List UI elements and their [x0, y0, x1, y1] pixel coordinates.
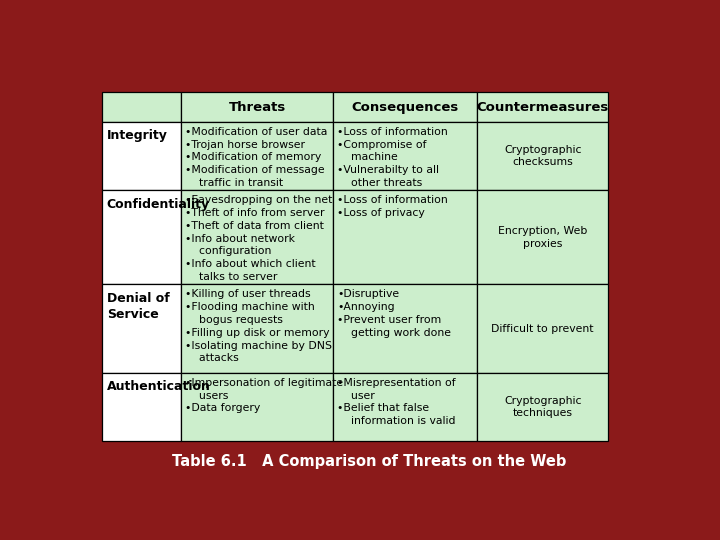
Text: Integrity: Integrity — [107, 130, 168, 143]
Bar — [102, 373, 181, 441]
Text: •Disruptive
•Annoying
•Prevent user from
    getting work done: •Disruptive •Annoying •Prevent user from… — [337, 289, 451, 338]
Text: Countermeasures: Countermeasures — [477, 100, 609, 113]
Bar — [181, 92, 333, 122]
Text: Cryptographic
techniques: Cryptographic techniques — [504, 396, 581, 418]
Text: •Loss of information
•Compromise of
    machine
•Vulnerabilty to all
    other t: •Loss of information •Compromise of mach… — [337, 127, 448, 188]
Text: •Modification of user data
•Trojan horse browser
•Modification of memory
•Modifi: •Modification of user data •Trojan horse… — [185, 127, 328, 188]
Bar — [181, 190, 333, 285]
Text: •Loss of information
•Loss of privacy: •Loss of information •Loss of privacy — [337, 195, 448, 218]
Text: •Misrepresentation of
    user
•Belief that false
    information is valid: •Misrepresentation of user •Belief that … — [337, 378, 456, 426]
Bar — [102, 92, 181, 122]
Text: Denial of
Service: Denial of Service — [107, 292, 169, 321]
Text: Consequences: Consequences — [351, 100, 459, 113]
Bar — [333, 190, 477, 285]
Bar — [477, 122, 608, 190]
Bar — [477, 92, 608, 122]
Bar — [181, 285, 333, 373]
Text: •Eavesdropping on the net
•Theft of info from server
•Theft of data from client
: •Eavesdropping on the net •Theft of info… — [185, 195, 333, 282]
Bar — [477, 373, 608, 441]
Text: Threats: Threats — [229, 100, 286, 113]
Text: Difficult to prevent: Difficult to prevent — [491, 323, 594, 334]
Bar — [477, 285, 608, 373]
Text: Encryption, Web
proxies: Encryption, Web proxies — [498, 226, 588, 248]
Bar — [102, 122, 181, 190]
Text: Confidentiality: Confidentiality — [107, 198, 210, 211]
Text: Authentication: Authentication — [107, 380, 211, 393]
Bar — [333, 122, 477, 190]
Bar — [333, 92, 477, 122]
Bar — [333, 285, 477, 373]
Bar — [181, 373, 333, 441]
Text: •Killing of user threads
•Flooding machine with
    bogus requests
•Filling up d: •Killing of user threads •Flooding machi… — [185, 289, 332, 363]
Bar — [181, 122, 333, 190]
Text: Table 6.1   A Comparison of Threats on the Web: Table 6.1 A Comparison of Threats on the… — [172, 454, 566, 469]
Bar — [102, 285, 181, 373]
Text: •Impersonation of legitimate
    users
•Data forgery: •Impersonation of legitimate users •Data… — [185, 378, 343, 414]
Text: Cryptographic
checksums: Cryptographic checksums — [504, 145, 581, 167]
Bar — [477, 190, 608, 285]
Bar — [333, 373, 477, 441]
Bar — [102, 190, 181, 285]
